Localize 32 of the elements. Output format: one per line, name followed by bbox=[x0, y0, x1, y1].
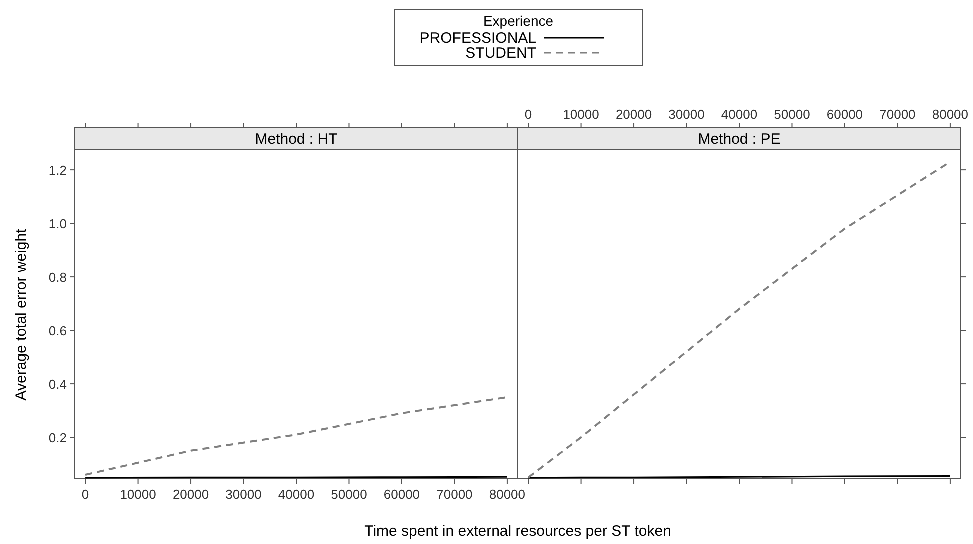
x-tick-label: 30000 bbox=[226, 487, 262, 502]
x-tick-label: 20000 bbox=[616, 107, 652, 122]
x-tick-label: 30000 bbox=[668, 107, 705, 122]
x-tick-label: 0 bbox=[524, 107, 532, 122]
x-axis-title: Time spent in external resources per ST token bbox=[364, 523, 672, 540]
legend-label: PROFESSIONAL bbox=[420, 30, 536, 47]
y-tick-label: 1.2 bbox=[48, 163, 67, 178]
x-tick-label: 40000 bbox=[721, 107, 758, 122]
y-tick-label: 0.4 bbox=[48, 377, 67, 392]
y-axis-title: Average total error weight bbox=[13, 228, 30, 401]
x-tick-label: 50000 bbox=[331, 487, 368, 502]
x-tick-label: 0 bbox=[82, 487, 90, 502]
legend-label: STUDENT bbox=[466, 45, 536, 62]
x-tick-label: 20000 bbox=[172, 487, 210, 502]
x-tick-label: 60000 bbox=[826, 107, 864, 122]
x-tick-label: 80000 bbox=[489, 487, 526, 502]
legend-title: Experience bbox=[483, 13, 554, 29]
x-tick-label: 70000 bbox=[880, 107, 916, 122]
line-series bbox=[84, 396, 508, 476]
y-tick-label: 0.8 bbox=[48, 270, 67, 286]
x-tick-label: 40000 bbox=[278, 487, 315, 502]
y-tick-label: 0.2 bbox=[48, 430, 67, 446]
x-tick-label: 60000 bbox=[384, 487, 420, 502]
x-tick-label: 50000 bbox=[774, 107, 810, 122]
x-tick-label: 80000 bbox=[932, 107, 969, 122]
chart-title: Method : HT bbox=[255, 131, 338, 148]
chart-title: Method : PE bbox=[698, 131, 781, 148]
y-tick-label: 0.6 bbox=[48, 324, 67, 339]
x-tick-label: 10000 bbox=[563, 107, 600, 122]
x-tick-label: 70000 bbox=[436, 487, 473, 502]
y-tick-label: 1.0 bbox=[48, 216, 67, 232]
x-tick-label: 10000 bbox=[120, 487, 156, 502]
